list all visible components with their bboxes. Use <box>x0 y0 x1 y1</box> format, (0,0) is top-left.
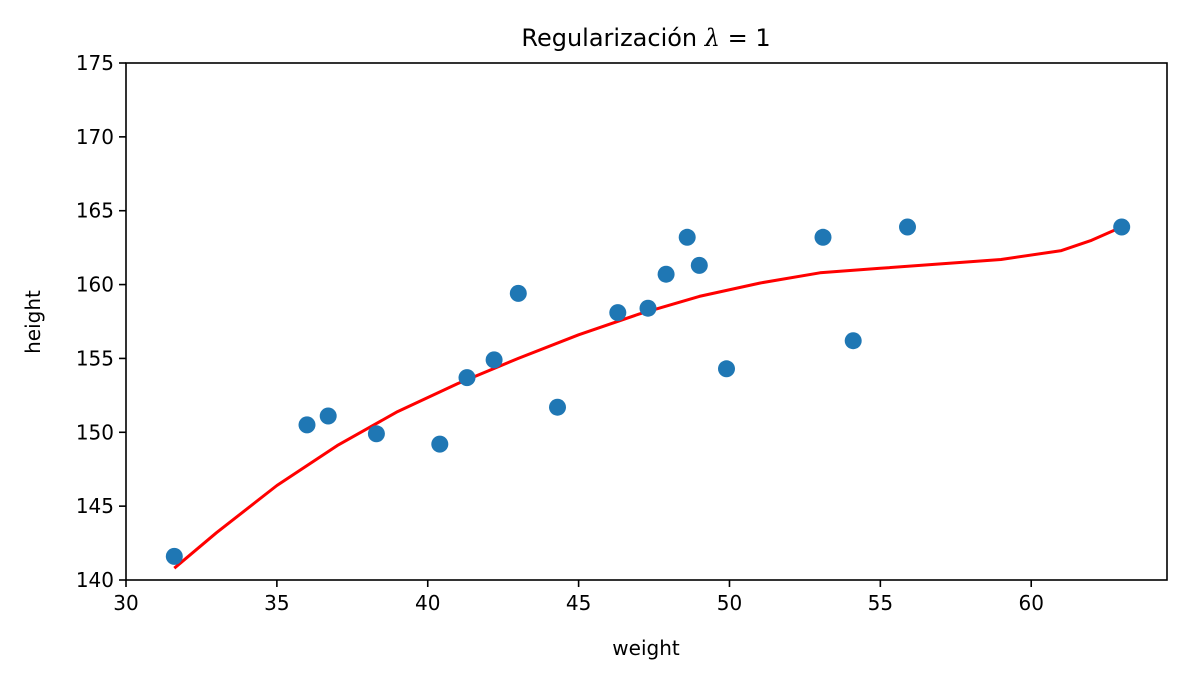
scatter-point <box>319 407 337 425</box>
scatter-point <box>814 228 832 246</box>
scatter-point <box>609 304 627 322</box>
x-tick-label: 45 <box>566 591 591 615</box>
x-axis-label: weight <box>612 636 680 660</box>
y-tick-label: 155 <box>76 346 114 370</box>
y-tick-label: 145 <box>76 494 114 518</box>
scatter-point <box>718 360 735 378</box>
y-tick-label: 160 <box>76 273 114 297</box>
x-tick-label: 60 <box>1018 591 1043 615</box>
x-tick-label: 35 <box>264 591 289 615</box>
scatter-point <box>678 228 696 246</box>
scatter-point <box>298 416 316 434</box>
scatter-point <box>549 398 566 416</box>
x-tick-label: 55 <box>868 591 893 615</box>
scatter-point <box>1113 218 1131 236</box>
plot-area: 30 35 40 45 50 55 60 140 145 150 155 160 165 170 175 <box>76 51 1168 615</box>
y-tick-label: 140 <box>76 568 114 592</box>
scatter-point <box>690 256 708 274</box>
y-tick-label: 150 <box>76 420 114 444</box>
scatter-point <box>458 369 476 387</box>
y-tick-label: 175 <box>76 51 114 75</box>
x-tick-label: 40 <box>415 591 440 615</box>
scatter-point <box>431 435 449 453</box>
chart-title-suffix: = 1 <box>720 24 771 52</box>
chart-title-symbol: λ <box>704 24 720 52</box>
chart-title: Regularización λ = 1 <box>521 24 770 52</box>
scatter-point <box>657 265 675 283</box>
x-tick-label: 50 <box>717 591 742 615</box>
scatter-point <box>639 299 657 317</box>
y-tick-label: 170 <box>76 125 114 149</box>
y-axis-label: height <box>21 290 45 354</box>
x-tick-label: 30 <box>113 591 138 615</box>
scatter-point <box>899 218 916 236</box>
scatter-point <box>485 351 503 369</box>
y-tick-label: 165 <box>76 199 114 223</box>
plot-frame <box>125 62 1168 581</box>
fit-line <box>173 225 1123 570</box>
chart-title-prefix: Regularización <box>521 24 704 52</box>
scatter-point <box>844 332 862 350</box>
scatter-point <box>367 425 385 443</box>
scatter-point <box>165 547 183 565</box>
scatter-point <box>509 284 527 302</box>
